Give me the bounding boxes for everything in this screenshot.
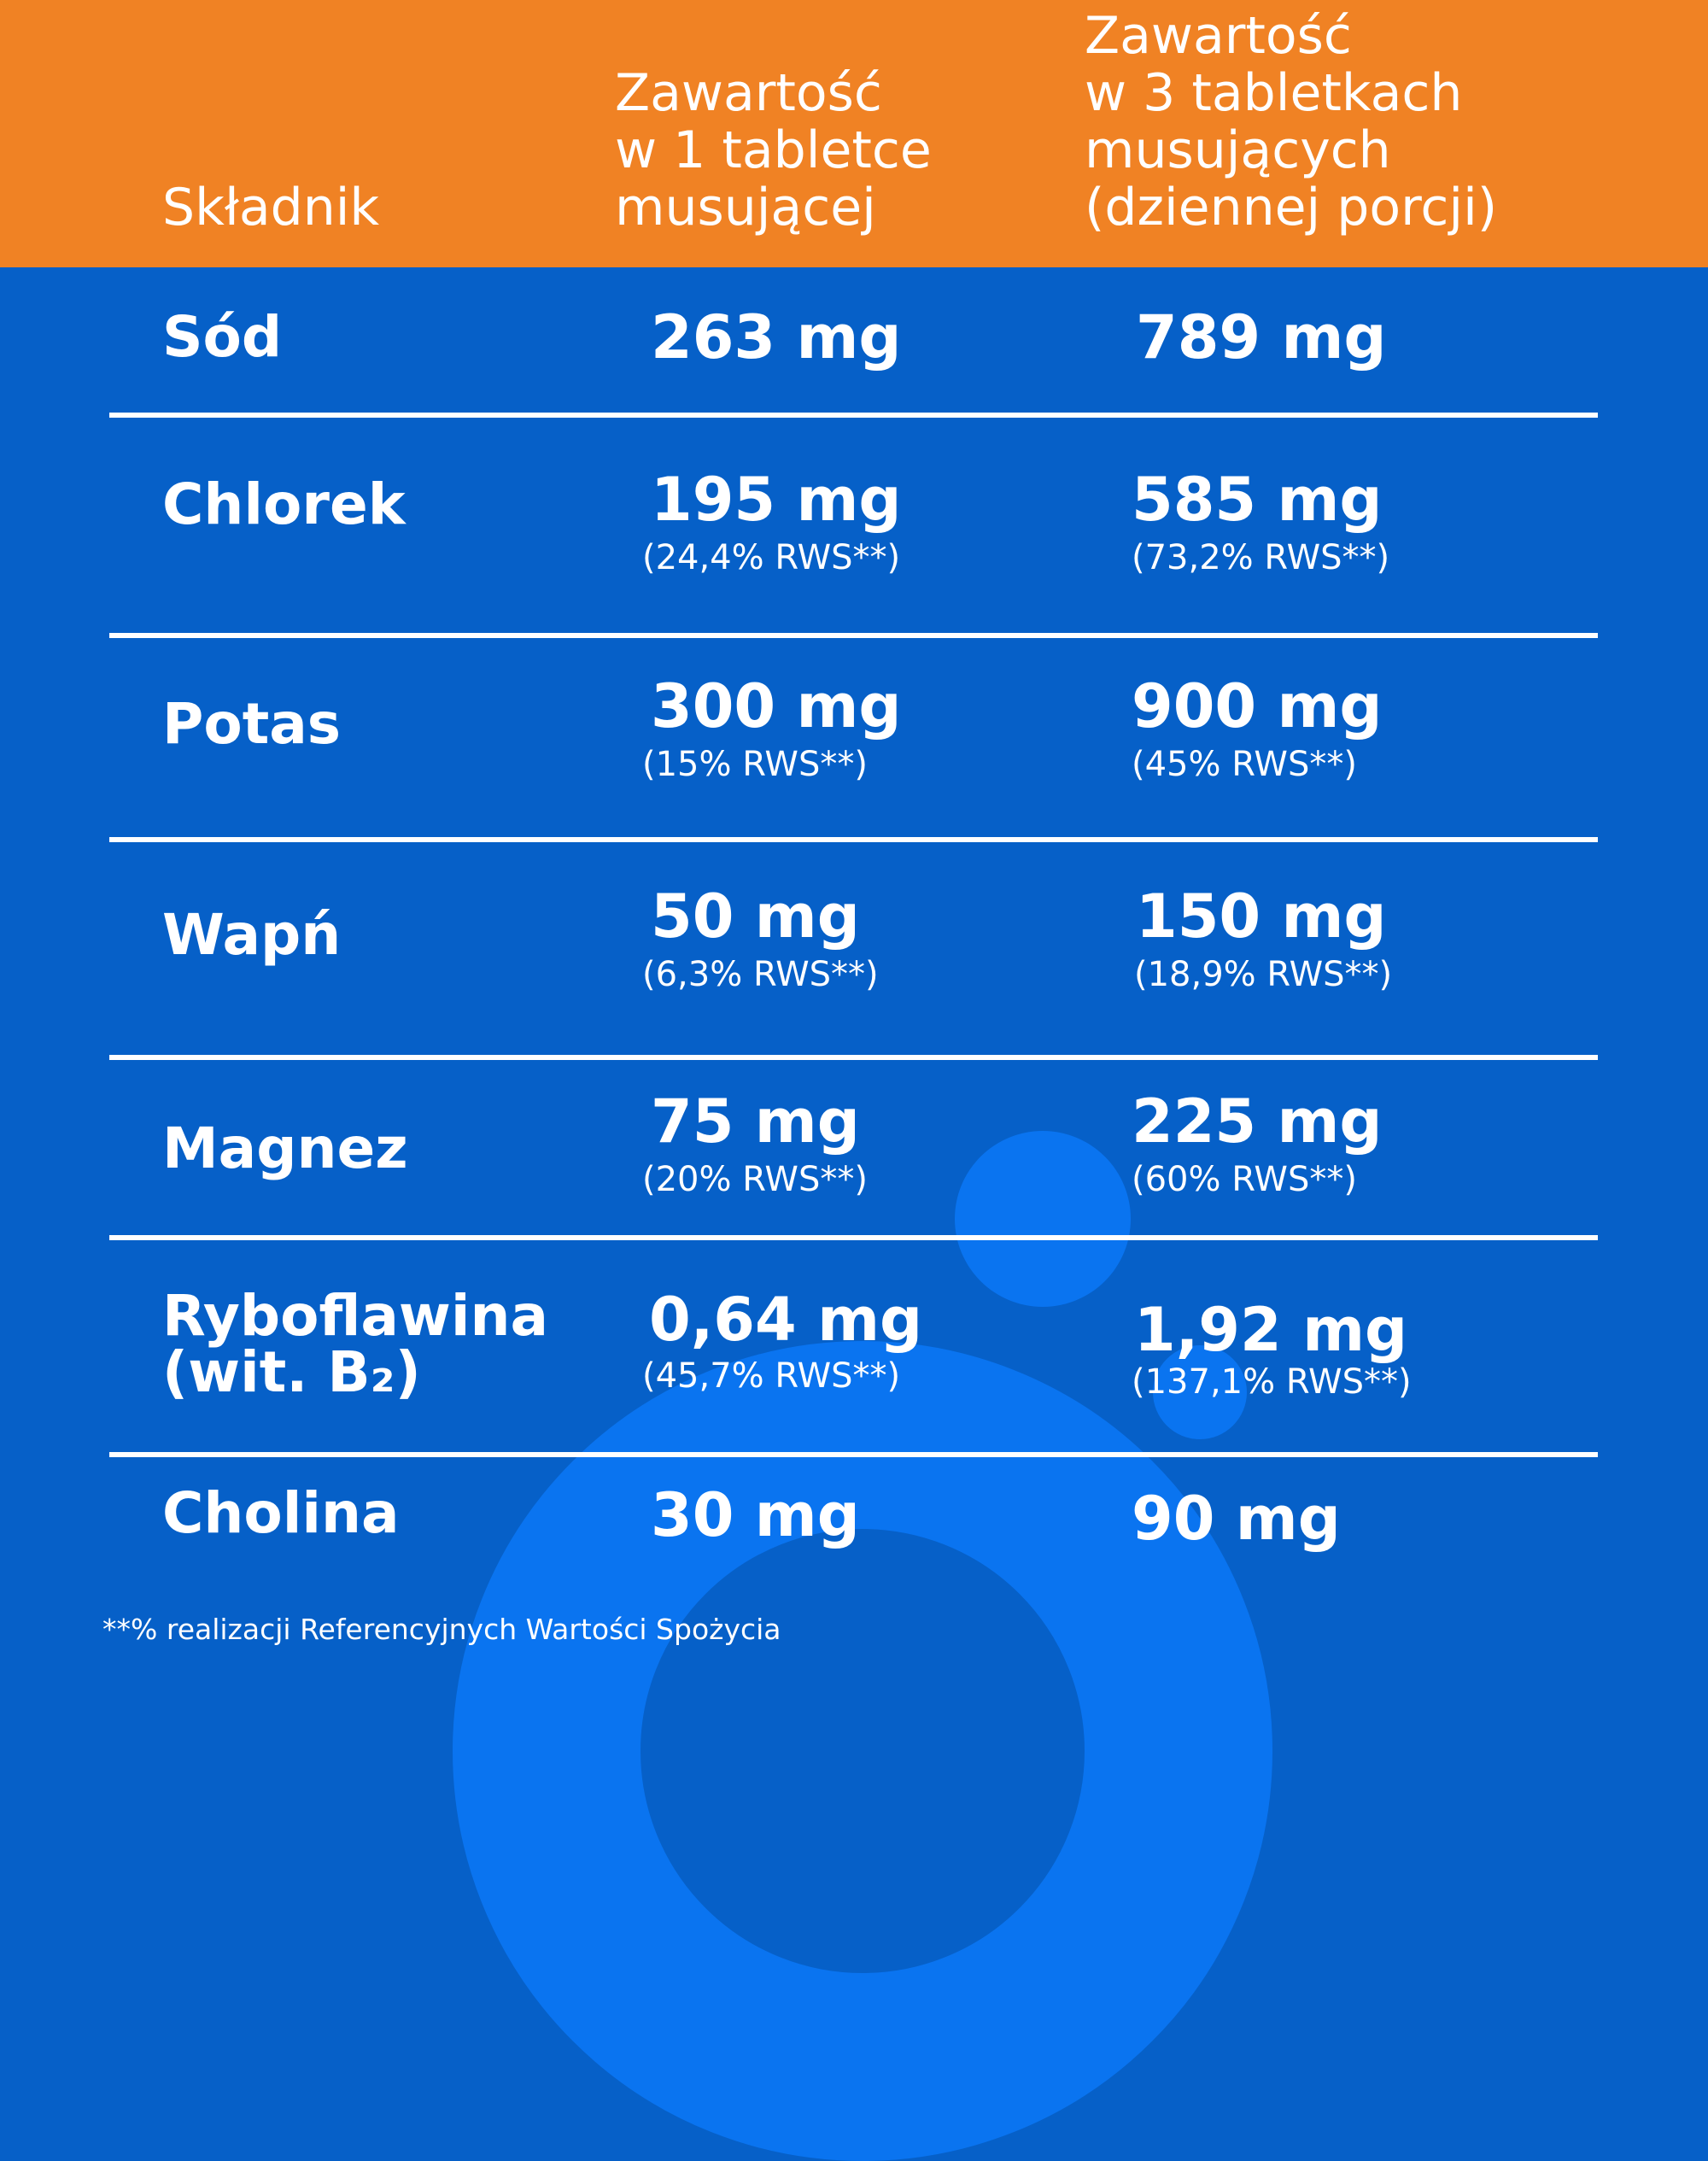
ingredient-name-line: (wit. B₂): [162, 1339, 421, 1405]
header-one-line: w 1 tabletce: [615, 120, 932, 180]
value-one-tablet: 300 mg: [651, 671, 902, 741]
decorative-ring: [453, 1341, 1272, 2161]
rws-three-tablets: (73,2% RWS**): [1132, 538, 1390, 577]
rws-one-tablet: (45,7% RWS**): [642, 1356, 901, 1396]
rws-one-tablet: (15% RWS**): [642, 745, 868, 784]
value-three-tablets: 1,92 mg: [1134, 1295, 1408, 1365]
value-one-tablet: 75 mg: [651, 1086, 860, 1157]
ingredient-name-line: Chlorek: [162, 471, 406, 537]
rws-three-tablets: (45% RWS**): [1132, 745, 1357, 784]
value-three-tablets: 585 mg: [1132, 465, 1383, 535]
value-three-tablets: 789 mg: [1136, 302, 1387, 372]
rws-three-tablets: (18,9% RWS**): [1134, 955, 1393, 994]
value-three-tablets: 900 mg: [1132, 671, 1383, 741]
header-one-tablet: Zawartość w 1 tabletce musującej: [615, 65, 932, 237]
ingredient-name: Wapń: [162, 907, 341, 963]
ingredient-name: Chlorek: [162, 477, 406, 533]
value-one-tablet: 195 mg: [651, 465, 902, 535]
header-three-line: musujących: [1085, 120, 1391, 180]
header-three-line: Zawartość: [1085, 6, 1352, 66]
rws-three-tablets: (60% RWS**): [1132, 1160, 1357, 1199]
value-one-tablet: 50 mg: [651, 881, 860, 952]
value-one-tablet: 30 mg: [651, 1480, 860, 1550]
ingredient-name: Potas: [162, 696, 341, 753]
ingredient-name-line: Cholina: [162, 1480, 400, 1546]
table-header: Składnik Zawartość w 1 tabletce musujące…: [0, 0, 1708, 267]
ingredient-name-line: Magnez: [162, 1116, 408, 1181]
rws-one-tablet: (20% RWS**): [642, 1160, 868, 1199]
decorative-dot: [1153, 1345, 1247, 1439]
ingredient-name: Ryboflawina (wit. B₂): [162, 1288, 548, 1401]
decorative-circle: [955, 1131, 1131, 1307]
ingredient-name-line: Wapń: [162, 902, 342, 968]
ingredient-name-line: Sód: [162, 304, 283, 370]
header-one-line: Zawartość: [615, 63, 882, 123]
header-one-line: musującej: [615, 178, 876, 237]
row-divider: [109, 837, 1598, 842]
value-three-tablets: 150 mg: [1136, 881, 1387, 952]
ingredient-name: Magnez: [162, 1121, 408, 1177]
rws-one-tablet: (24,4% RWS**): [642, 538, 901, 577]
rws-three-tablets: (137,1% RWS**): [1132, 1362, 1412, 1402]
ingredient-name: Cholina: [162, 1485, 400, 1542]
footnote: **% realizacji Referencyjnych Wartości S…: [102, 1613, 781, 1646]
value-one-tablet: 263 mg: [651, 302, 902, 372]
header-three-line: w 3 tabletkach: [1085, 63, 1463, 123]
row-divider: [109, 1235, 1598, 1240]
row-divider: [109, 633, 1598, 638]
value-three-tablets: 225 mg: [1132, 1086, 1383, 1157]
row-divider: [109, 413, 1598, 418]
row-divider: [109, 1452, 1598, 1457]
value-one-tablet: 0,64 mg: [649, 1285, 923, 1355]
ingredient-name-line: Ryboflawina: [162, 1283, 549, 1349]
row-divider: [109, 1055, 1598, 1060]
rws-one-tablet: (6,3% RWS**): [642, 955, 879, 994]
header-three-tablets: Zawartość w 3 tabletkach musujących (dzi…: [1085, 8, 1497, 237]
value-three-tablets: 90 mg: [1132, 1484, 1341, 1554]
header-three-line: (dziennej porcji): [1085, 178, 1498, 237]
ingredient-name: Sód: [162, 309, 282, 366]
header-ingredient: Składnik: [162, 178, 380, 237]
ingredient-name-line: Potas: [162, 691, 342, 757]
